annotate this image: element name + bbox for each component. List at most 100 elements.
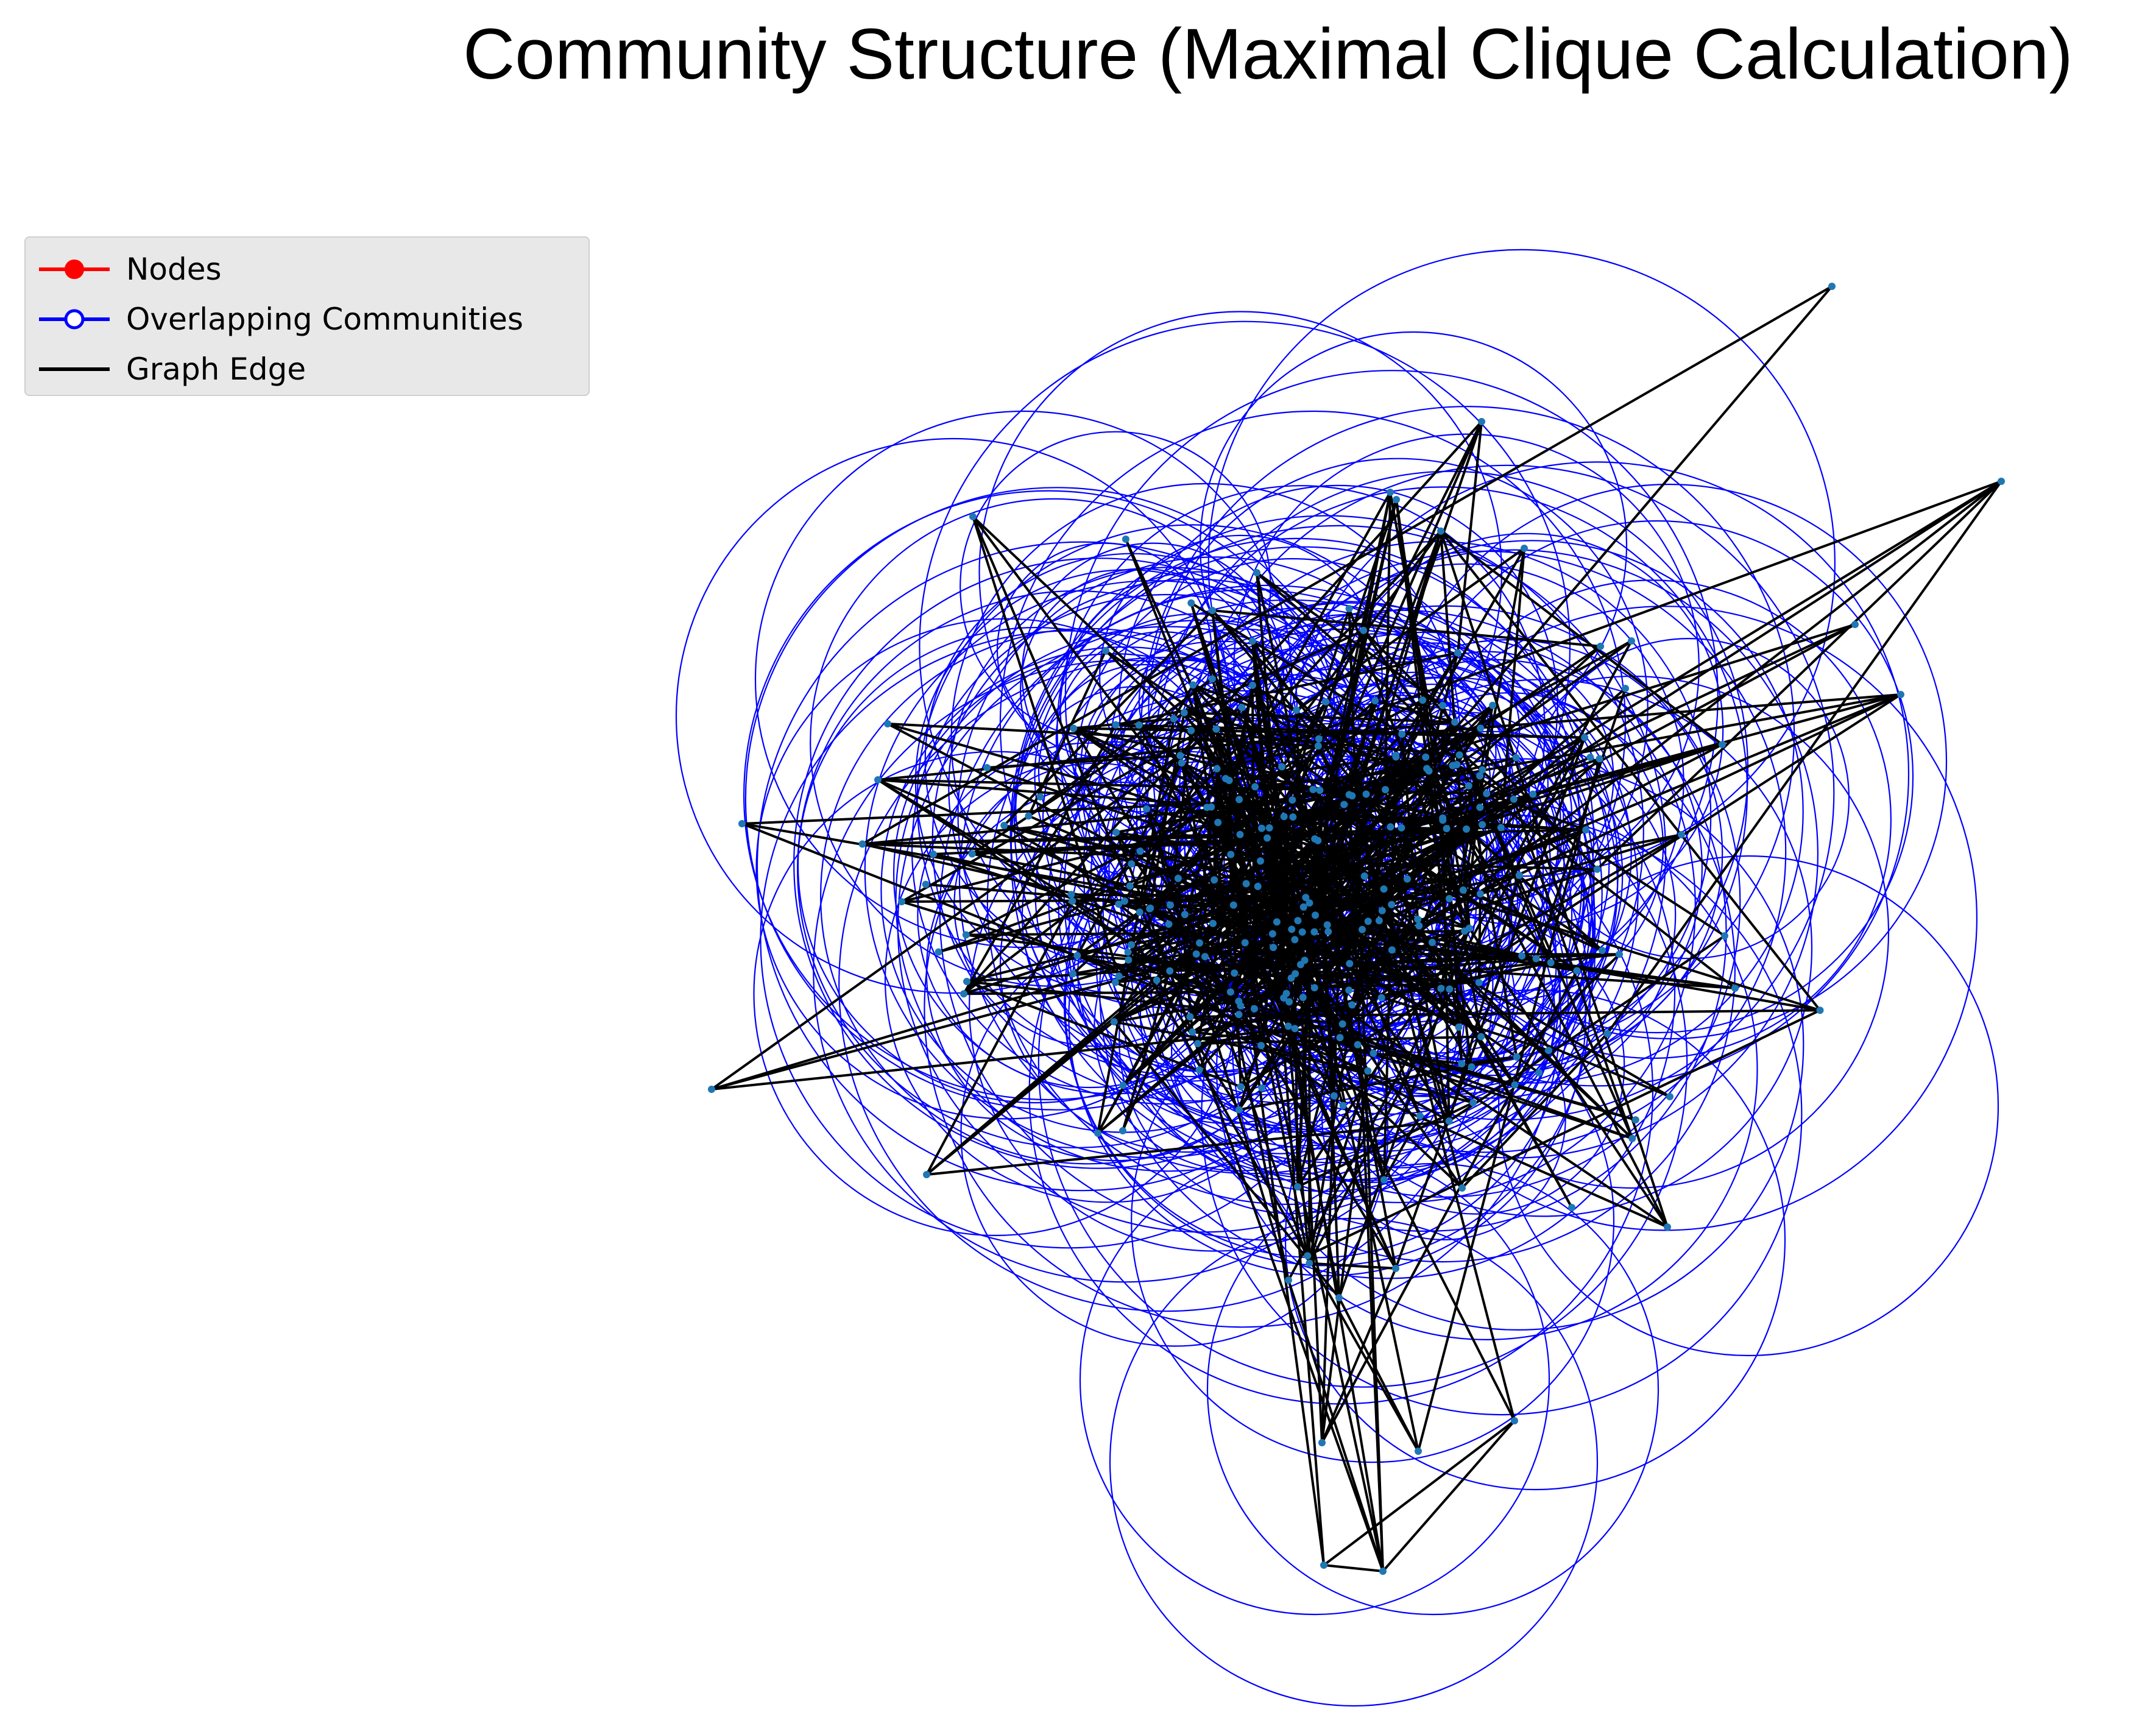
graph-edge [1455, 727, 1482, 766]
graph-node [1336, 1034, 1344, 1042]
graph-node [1312, 911, 1319, 919]
graph-edge [1314, 981, 1479, 989]
graph-edge [1139, 779, 1230, 852]
graph-node [1586, 754, 1594, 761]
graph-node [1112, 721, 1120, 729]
graph-edge [1317, 745, 1346, 805]
graph-node [1458, 1060, 1466, 1067]
graph-node [1306, 899, 1313, 907]
graph-node [1392, 1265, 1399, 1272]
graph-node [1212, 725, 1220, 733]
graph-node [1816, 1006, 1824, 1014]
graph-edge [1374, 699, 1455, 724]
graph-edges [710, 285, 2002, 1572]
graph-node [1455, 751, 1463, 759]
graph-node [1345, 986, 1353, 994]
graph-node [1513, 1053, 1521, 1061]
graph-node [1476, 772, 1484, 780]
graph-edge [1383, 1115, 1421, 1181]
graph-node [1241, 939, 1249, 947]
graph-node [1346, 960, 1354, 967]
graph-node [1628, 1134, 1636, 1142]
graph-edge [1323, 1420, 1516, 1566]
graph-node [1273, 918, 1281, 926]
graph-node [1226, 988, 1234, 996]
graph-node [1631, 1116, 1639, 1124]
graph-node [969, 513, 977, 520]
graph-node [1532, 955, 1540, 963]
graph-node [1497, 824, 1505, 832]
graph-node [1310, 928, 1318, 936]
graph-edge [1272, 932, 1442, 990]
graph-edge [1073, 717, 1174, 730]
graph-node [1291, 936, 1299, 944]
graph-node [1348, 1001, 1356, 1009]
graph-edge [1113, 701, 1327, 1023]
graph-node [1201, 953, 1209, 961]
graph-edge [1251, 685, 1421, 1117]
graph-edge [1321, 1268, 1397, 1443]
community-circle [1019, 568, 1265, 813]
graph-node [1364, 1067, 1372, 1075]
graph-node [1235, 796, 1243, 804]
graph-node [1476, 804, 1484, 812]
graph-edge [1073, 727, 1402, 735]
graph-node [1299, 994, 1307, 1002]
graph-node [1299, 903, 1307, 911]
graph-node [1209, 919, 1217, 927]
graph-node [1362, 790, 1370, 798]
graph-edge [1284, 815, 1586, 832]
graph-node [1196, 939, 1203, 947]
graph-node [1419, 696, 1427, 704]
graph-edge [925, 953, 1197, 1176]
graph-node [1193, 1040, 1201, 1047]
community-circle [1528, 637, 1850, 960]
graph-node [1128, 860, 1136, 868]
graph-edge [1128, 914, 1316, 953]
graph-edge [1291, 957, 1536, 980]
graph-edge [862, 843, 1261, 863]
graph-node [1181, 911, 1189, 918]
graph-node [1403, 875, 1411, 883]
community-circle [1497, 855, 1999, 1357]
graph-node [1322, 698, 1330, 705]
graph-edge [877, 779, 1133, 946]
graph-node [884, 720, 891, 727]
graph-node [1465, 924, 1473, 932]
graph-node [1211, 876, 1218, 884]
graph-edge [1243, 942, 1309, 1256]
graph-edge [963, 991, 1231, 995]
graph-node [1458, 1184, 1466, 1192]
graph-node [1238, 704, 1246, 712]
graph-edge [1338, 1297, 1419, 1452]
graph-edge [1477, 894, 1482, 983]
graph-edge [1251, 684, 1483, 826]
graph-node [935, 948, 942, 956]
graph-edge [1440, 530, 1822, 1011]
graph-node [1296, 961, 1304, 969]
graph-node [1214, 819, 1222, 826]
graph-node [1115, 900, 1123, 908]
graph-node [1320, 1561, 1327, 1569]
graph-edge [1596, 480, 2002, 871]
graph-node [1070, 724, 1078, 732]
graph-node [1229, 901, 1237, 909]
graph-node [1165, 920, 1173, 928]
graph-edge [1217, 744, 1319, 770]
graph-node [1388, 946, 1396, 954]
graph-node [1309, 785, 1317, 793]
graph-node [1392, 753, 1400, 761]
graph-node [1469, 1099, 1477, 1106]
graph-edge [1499, 548, 1525, 828]
graph-node [1511, 1081, 1519, 1089]
graph-node [1465, 782, 1472, 790]
graph-node [1593, 865, 1601, 873]
graph-node [1414, 915, 1422, 923]
graph-edge [1309, 1262, 1396, 1270]
graph-node [1323, 921, 1331, 929]
graph-edge [1168, 756, 1427, 925]
graph-node [1280, 813, 1288, 821]
graph-node [1518, 952, 1526, 960]
graph-node [1294, 917, 1302, 925]
graph-node [1437, 527, 1444, 535]
